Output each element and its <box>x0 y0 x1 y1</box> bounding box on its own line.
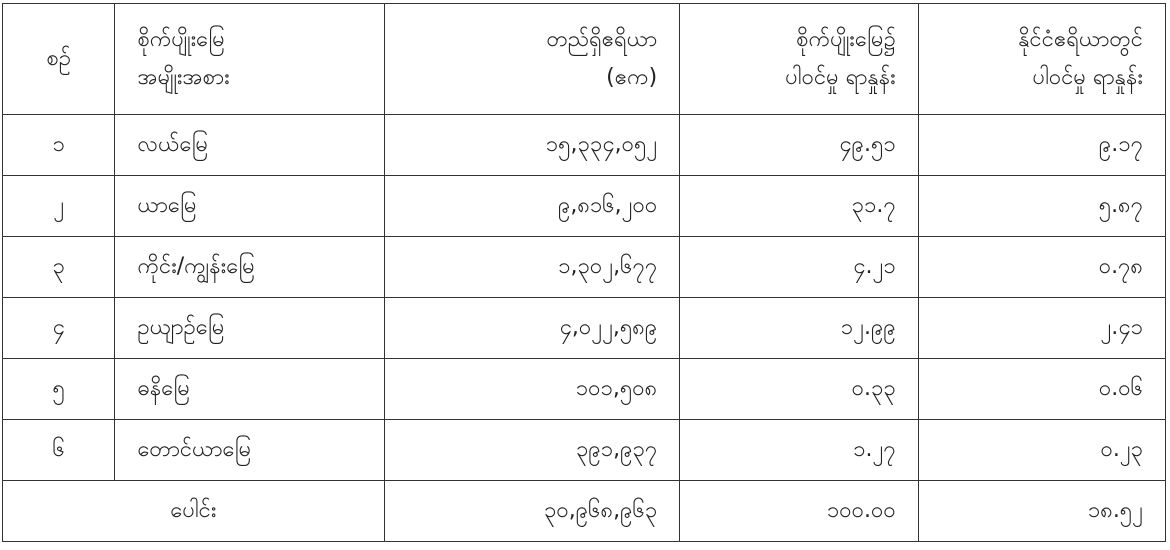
table-row: ၆တောင်ယာမြေ ၃၉၁,၉၃၇ ၁.၂၇ ၀.၂၃ <box>1 419 1167 481</box>
land-type: ဓနိမြေ <box>114 358 385 420</box>
agricultural-land-table: စဉ် စိုက်ပျိုးမြေအမျိုးအစား တည်ရှိဧရိယာ (… <box>1 3 1167 542</box>
header-text: (ဧက) <box>606 65 658 90</box>
header-row: စဉ် စိုက်ပျိုးမြေအမျိုးအစား တည်ရှိဧရိယာ (… <box>1 3 1167 115</box>
percent-of-agri-land: ၁၂.၉၉ <box>679 297 919 359</box>
percent-of-country-area: ၅.၈၇ <box>917 175 1167 237</box>
percent-of-country-area: ၉.၁၇ <box>917 114 1167 176</box>
table-row: ၃ကိုင်း/ကျွန်းမြေ ၁,၃၀၂,၆၇၇ ၄.၂၁ ၀.၇၈ <box>1 236 1167 298</box>
header-text: စိုက်ပျိုးမြေ၌ <box>796 27 896 52</box>
area-acres: ၄,၀၂၂,၅၈၉ <box>383 297 681 359</box>
header-text: စဉ် <box>46 46 72 71</box>
header-type: စိုက်ပျိုးမြေအမျိုးအစား <box>114 3 385 115</box>
table-row: ၂ယာမြေ ၉,၈၁၆,၂၀၀ ၃၁.၇ ၅.၈၇ <box>1 175 1167 237</box>
total-pct-country: ၁၈.၅၂ <box>917 480 1167 542</box>
land-type: ဥယျာဉ်မြေ <box>114 297 385 359</box>
header-text: နိုင်ငံဧရိယာတွင် <box>1018 27 1143 52</box>
percent-of-agri-land: ၀.၃၃ <box>679 358 919 420</box>
table-row: ၁လယ်မြေ ၁၅,၃၃၄,၀၅၂ ၄၉.၅၁ ၉.၁၇ <box>1 114 1167 176</box>
header-text: ပါဝင်မှု ရာနှုန်း <box>785 65 896 90</box>
land-type: လယ်မြေ <box>114 114 385 176</box>
row-number: ၅ <box>1 358 116 420</box>
land-type: ကိုင်း/ကျွန်းမြေ <box>114 236 385 298</box>
percent-of-country-area: ၀.၂၃ <box>917 419 1167 481</box>
percent-of-agri-land: ၁.၂၇ <box>679 419 919 481</box>
area-acres: ၃၉၁,၉၃၇ <box>383 419 681 481</box>
header-area: တည်ရှိဧရိယာ (ဧက) <box>383 3 681 115</box>
header-text: စိုက်ပျိုးမြေ <box>137 27 225 52</box>
header-text: တည်ရှိဧရိယာ <box>546 27 658 52</box>
total-pct-agri: ၁၀၀.၀၀ <box>679 480 919 542</box>
total-area: ၃၀,၉၆၈,၉၆၃ <box>383 480 681 542</box>
table-row: ၅ဓနိမြေ ၁၀၁,၅၀၈ ၀.၃၃ ၀.၀၆ <box>1 358 1167 420</box>
header-no: စဉ် <box>1 3 116 115</box>
land-type: ယာမြေ <box>114 175 385 237</box>
header-pct-agri: စိုက်ပျိုးမြေ၌ပါဝင်မှု ရာနှုန်း <box>679 3 919 115</box>
percent-of-agri-land: ၃၁.၇ <box>679 175 919 237</box>
percent-of-country-area: ၂.၄၁ <box>917 297 1167 359</box>
land-type: တောင်ယာမြေ <box>114 419 385 481</box>
area-acres: ၁၅,၃၃၄,၀၅၂ <box>383 114 681 176</box>
percent-of-country-area: ၀.၇၈ <box>917 236 1167 298</box>
percent-of-country-area: ၀.၀၆ <box>917 358 1167 420</box>
header-text: ပါဝင်မှု ရာနှုန်း <box>1032 65 1143 90</box>
header-pct-country: နိုင်ငံဧရိယာတွင်ပါဝင်မှု ရာနှုန်း <box>917 3 1167 115</box>
percent-of-agri-land: ၄၉.၅၁ <box>679 114 919 176</box>
percent-of-agri-land: ၄.၂၁ <box>679 236 919 298</box>
row-number: ၃ <box>1 236 116 298</box>
header-text: အမျိုးအစား <box>137 65 230 90</box>
area-acres: ၁,၃၀၂,၆၇၇ <box>383 236 681 298</box>
row-number: ၂ <box>1 175 116 237</box>
table-row: ၄ဥယျာဉ်မြေ ၄,၀၂၂,၅၈၉ ၁၂.၉၉ ၂.၄၁ <box>1 297 1167 359</box>
row-number: ၁ <box>1 114 116 176</box>
area-acres: ၉,၈၁၆,၂၀၀ <box>383 175 681 237</box>
area-acres: ၁၀၁,၅၀၈ <box>383 358 681 420</box>
row-number: ၆ <box>1 419 116 481</box>
total-label: ပေါင်း <box>2 480 385 542</box>
row-number: ၄ <box>1 297 116 359</box>
total-row: ပေါင်း ၃၀,၉၆၈,၉၆၃ ၁၀၀.၀၀ ၁၈.၅၂ <box>2 480 1167 542</box>
